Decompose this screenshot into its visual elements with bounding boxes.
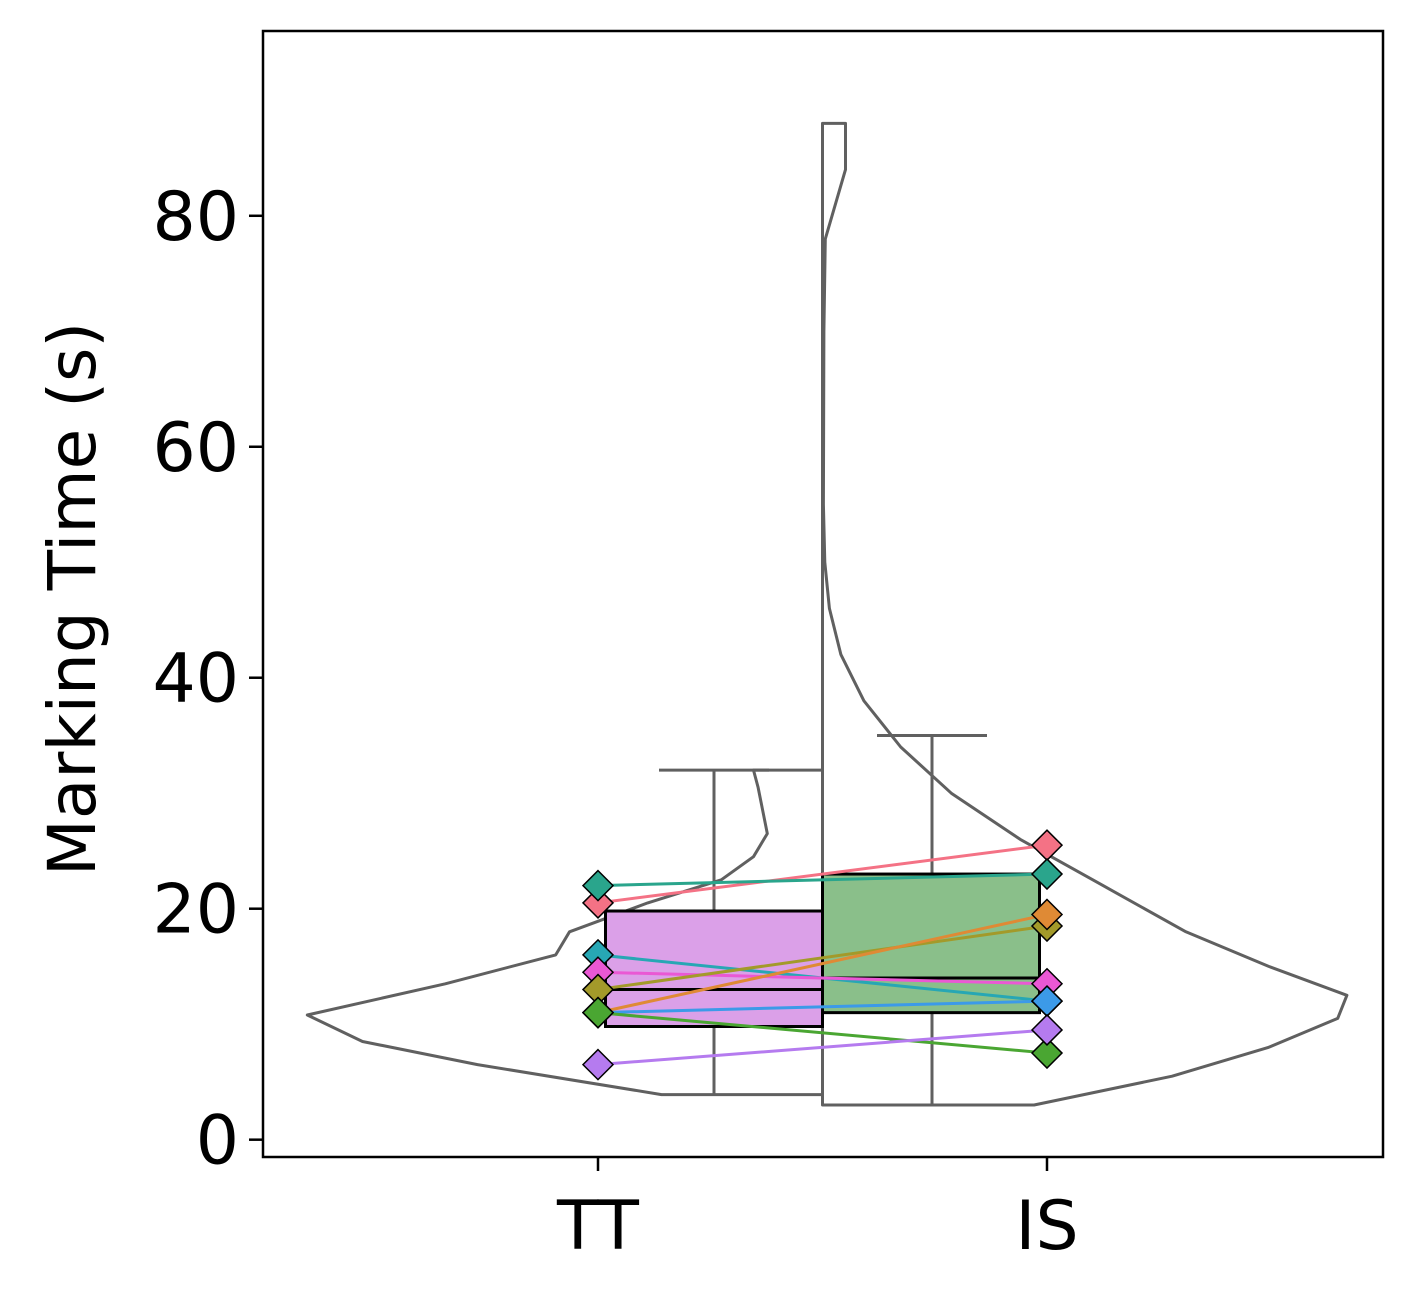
y-tick-label-20: 20	[152, 871, 239, 950]
marker-2-tt	[581, 869, 615, 902]
y-axis-label: Marking Time (s)	[34, 322, 111, 876]
marker-2-is	[1030, 857, 1064, 891]
paired-line-9	[597, 1028, 1048, 1067]
paired-line-7	[597, 999, 1048, 1015]
y-tick-label-80: 80	[152, 178, 239, 257]
violin-tt	[305, 768, 824, 1097]
paired-lines-layer	[597, 843, 1048, 1067]
marker-9-is	[1030, 1013, 1064, 1047]
marker-1-tt	[581, 886, 615, 919]
marker-layer	[581, 829, 1064, 1081]
marker-8-is	[1030, 1037, 1064, 1070]
violin-layer	[305, 121, 1349, 1107]
paired-line-4	[597, 970, 1048, 986]
y-tick-label-0: 0	[196, 1102, 239, 1181]
paired-line-6	[597, 913, 1048, 1015]
marker-8-tt	[581, 996, 615, 1029]
marker-9-tt	[581, 1048, 615, 1081]
violin-is	[821, 121, 1349, 1107]
plot-frame	[261, 29, 1385, 1159]
x-tick-label-tt: TT	[556, 1187, 639, 1266]
x-axis: TT IS	[556, 1157, 1079, 1266]
marker-1-is	[1030, 829, 1064, 862]
marker-6-is	[1030, 898, 1064, 931]
paired-line-2	[597, 872, 1048, 888]
x-tick-label-is: IS	[1015, 1187, 1078, 1266]
y-tick-label-40: 40	[152, 640, 239, 719]
paired-line-1	[597, 843, 1048, 905]
paired-line-5	[597, 924, 1048, 992]
y-axis: 0 20 40 60 80	[152, 178, 263, 1181]
y-tick-label-60: 60	[152, 409, 239, 488]
paired-line-8	[597, 1011, 1048, 1055]
